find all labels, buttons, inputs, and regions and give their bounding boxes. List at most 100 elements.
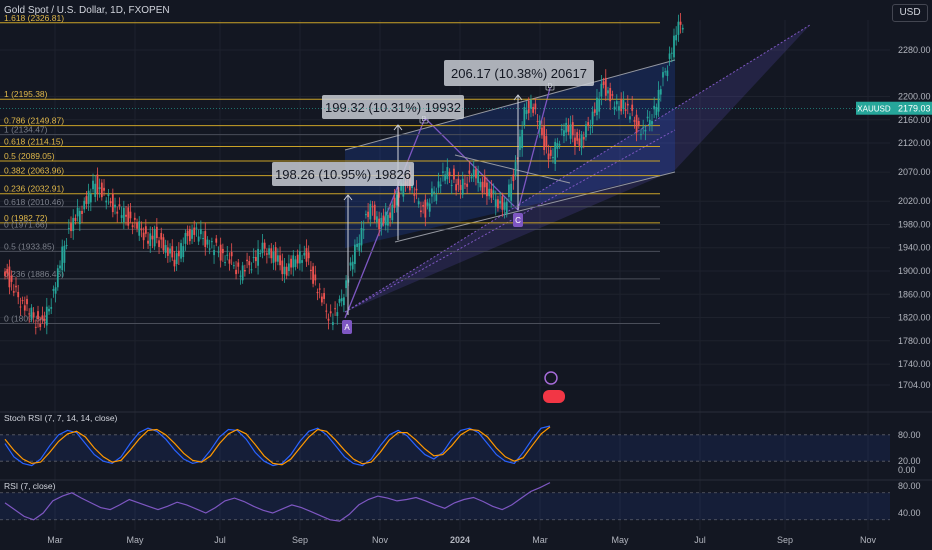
candle-body xyxy=(34,326,37,328)
candle-body xyxy=(259,252,262,254)
candle-body xyxy=(107,194,110,196)
candle-body xyxy=(567,125,570,132)
currency-button[interactable]: USD xyxy=(892,4,928,22)
x-tick-label: Sep xyxy=(292,535,308,545)
candle-body xyxy=(472,169,475,177)
candle-body xyxy=(464,183,466,185)
candle-body xyxy=(250,269,253,271)
price-axis[interactable]: 1704.00 1740.00 1780.00 1820.00 1860.00 1900.… xyxy=(898,45,931,390)
candle-body xyxy=(598,98,601,112)
fib-old-label: 0.236 (1886.45) xyxy=(4,269,64,279)
candle-body xyxy=(89,193,92,203)
candle-body xyxy=(26,298,28,305)
x-tick-label: Mar xyxy=(47,535,63,545)
candle-body xyxy=(142,232,145,241)
candle-body xyxy=(100,182,103,198)
candle-body xyxy=(549,150,552,156)
candle-body xyxy=(433,191,436,194)
symbol-tag-label: XAUUSD xyxy=(857,105,891,114)
last-price-label: 2179.03 xyxy=(898,104,931,114)
candle-body xyxy=(633,120,636,122)
candle-body xyxy=(668,53,671,59)
candle-body xyxy=(453,168,455,180)
candle-body xyxy=(37,311,39,320)
candle-body xyxy=(494,199,497,207)
candle-body xyxy=(307,252,310,259)
candle-body xyxy=(457,178,460,185)
candle-body xyxy=(221,248,224,254)
candle-body xyxy=(109,201,112,204)
candle-body xyxy=(281,260,284,275)
candle-body xyxy=(596,97,598,116)
candle-body xyxy=(431,188,433,197)
measure-label-text: 198.26 (10.95%) 19826 xyxy=(275,167,411,182)
point-marker xyxy=(342,320,352,334)
candle-body xyxy=(158,240,160,247)
candle-body xyxy=(274,247,277,262)
candle-body xyxy=(569,124,572,139)
candle-body xyxy=(265,253,268,255)
candle-body xyxy=(155,226,158,239)
candle-body xyxy=(122,207,125,223)
candle-body xyxy=(629,116,631,120)
candle-body xyxy=(659,89,662,95)
candle-body xyxy=(514,162,517,177)
candle-body xyxy=(114,204,116,208)
candle-body xyxy=(294,259,297,267)
candle-body xyxy=(563,130,565,137)
candle-body xyxy=(662,72,664,78)
candle-body xyxy=(413,194,416,196)
candle-body xyxy=(624,109,627,111)
candle-body xyxy=(65,245,68,247)
candle-body xyxy=(446,167,449,180)
fib-old-label: 0.5 (1933.85) xyxy=(4,241,55,251)
candle-body xyxy=(279,255,281,266)
candle-body xyxy=(72,217,75,232)
candle-body xyxy=(133,217,136,220)
candle-body xyxy=(358,243,361,251)
candle-body xyxy=(12,291,15,293)
fib-level-label: 0.618 (2114.15) xyxy=(4,136,64,146)
stoch-rsi-series-line xyxy=(4,426,551,466)
candle-body xyxy=(87,190,90,204)
annotations: 198.26 (10.95%) 19826 199.32 (10.31%) 199… xyxy=(0,60,932,403)
candle-body xyxy=(270,248,273,259)
candle-body xyxy=(48,308,50,312)
candle-body xyxy=(103,187,105,191)
candle-body xyxy=(538,120,541,130)
candle-body xyxy=(420,210,422,213)
y-tick-label: 1780.00 xyxy=(898,336,931,346)
candle-body xyxy=(675,34,678,41)
measure-arrow-3-head xyxy=(513,94,523,101)
candle-body xyxy=(290,258,292,268)
candle-body xyxy=(96,174,99,194)
candle-body xyxy=(395,194,398,206)
measure-arrow-2-head xyxy=(393,124,403,131)
candle-body xyxy=(138,221,141,236)
candle-body xyxy=(497,199,499,209)
x-tick-label: Jul xyxy=(214,535,226,545)
candle-body xyxy=(530,100,532,109)
candle-body xyxy=(76,207,79,217)
time-axis[interactable]: Mar May Jul Sep Nov 2024 Mar May Jul Sep Nov xyxy=(47,535,876,545)
candle-body xyxy=(580,134,583,149)
measure-label-text: 206.17 (10.38%) 20617 xyxy=(451,66,587,81)
grid xyxy=(0,20,890,530)
candle-body xyxy=(268,248,270,255)
candle-body xyxy=(521,129,524,149)
candle-body xyxy=(32,312,35,318)
y-tick-label: 1740.00 xyxy=(898,359,931,369)
y-tick-label: 2070.00 xyxy=(898,167,931,177)
candle-body xyxy=(41,315,44,319)
candle-body xyxy=(149,233,152,246)
candle-body xyxy=(301,260,303,263)
candle-body xyxy=(604,77,607,96)
point-marker-label: C xyxy=(515,216,521,225)
candle-body xyxy=(481,181,484,193)
candle-body xyxy=(389,212,392,218)
candle-body xyxy=(613,106,616,110)
y-tick-label: 1980.00 xyxy=(898,219,931,229)
candle-body xyxy=(195,227,198,229)
candle-body xyxy=(345,280,348,289)
